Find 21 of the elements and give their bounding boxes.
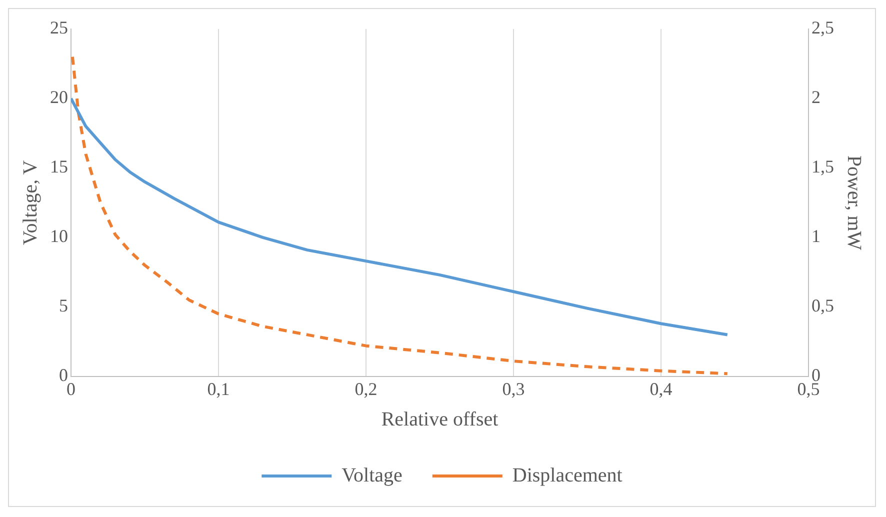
- y2-axis-title: Power, mW: [842, 155, 865, 250]
- legend-label: Displacement: [512, 464, 623, 486]
- y-tick-label: 5: [59, 296, 68, 316]
- x-tick-label: 0,3: [502, 378, 525, 399]
- y-tick-label: 10: [50, 226, 68, 246]
- y2-tick-label: 0,5: [812, 296, 834, 316]
- y-tick-label: 0: [59, 365, 68, 386]
- y2-tick-label: 1,5: [812, 156, 834, 177]
- x-tick-label: 0,2: [354, 378, 378, 399]
- y-tick-label: 20: [50, 87, 68, 108]
- x-tick-label: 0,4: [650, 378, 672, 399]
- y-axis-title: Voltage, V: [19, 160, 42, 246]
- y2-tick-label: 2: [812, 87, 820, 108]
- y2-tick-label: 2,5: [812, 18, 834, 38]
- line-series: [71, 55, 729, 376]
- y2-tick-label: 1: [812, 226, 820, 246]
- y-tick-label: 25: [50, 18, 68, 38]
- legend-label: Voltage: [342, 464, 403, 486]
- x-tick-label: 0,1: [207, 378, 230, 399]
- x-axis-title: Relative offset: [381, 408, 499, 430]
- y-tick-label: 15: [50, 156, 68, 177]
